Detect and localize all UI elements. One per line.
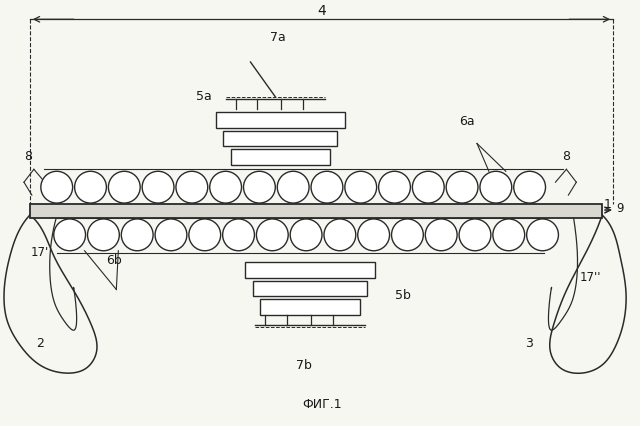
Circle shape (223, 219, 255, 251)
Text: 17'': 17'' (579, 271, 601, 284)
Circle shape (324, 219, 356, 251)
Circle shape (311, 171, 343, 203)
Circle shape (277, 171, 309, 203)
Text: 5а: 5а (196, 90, 212, 103)
Circle shape (527, 219, 559, 251)
Circle shape (290, 219, 322, 251)
Text: 8: 8 (24, 150, 32, 163)
Bar (246, 262, 374, 278)
Bar (260, 299, 360, 315)
Circle shape (446, 171, 478, 203)
Circle shape (257, 219, 288, 251)
Circle shape (41, 171, 72, 203)
Text: 8: 8 (563, 150, 570, 163)
Text: 2: 2 (36, 337, 44, 350)
Bar (230, 150, 330, 165)
Circle shape (345, 171, 376, 203)
Text: 7а: 7а (270, 31, 286, 43)
Circle shape (122, 219, 153, 251)
Text: 6а: 6а (459, 115, 475, 128)
Circle shape (459, 219, 491, 251)
Circle shape (210, 171, 241, 203)
Text: 5b: 5b (394, 289, 410, 302)
Text: 3: 3 (525, 337, 532, 350)
Circle shape (412, 171, 444, 203)
Bar (253, 281, 367, 296)
Bar (223, 130, 337, 147)
Text: 6b: 6b (106, 254, 122, 267)
Circle shape (243, 171, 275, 203)
Circle shape (379, 171, 410, 203)
Circle shape (426, 219, 457, 251)
Circle shape (176, 171, 208, 203)
Circle shape (155, 219, 187, 251)
Circle shape (189, 219, 221, 251)
Text: 9: 9 (616, 201, 624, 215)
Text: 1: 1 (604, 198, 612, 210)
Text: ФИГ.1: ФИГ.1 (302, 398, 342, 411)
Bar (216, 112, 345, 127)
Text: 4: 4 (317, 4, 326, 18)
Circle shape (142, 171, 174, 203)
Circle shape (392, 219, 423, 251)
Circle shape (493, 219, 525, 251)
Circle shape (75, 171, 106, 203)
Circle shape (358, 219, 390, 251)
Circle shape (54, 219, 86, 251)
Circle shape (88, 219, 119, 251)
Text: 7b: 7b (296, 359, 312, 371)
Circle shape (108, 171, 140, 203)
Circle shape (480, 171, 512, 203)
Bar (30, 204, 602, 218)
Text: 17': 17' (31, 246, 49, 259)
Circle shape (514, 171, 545, 203)
